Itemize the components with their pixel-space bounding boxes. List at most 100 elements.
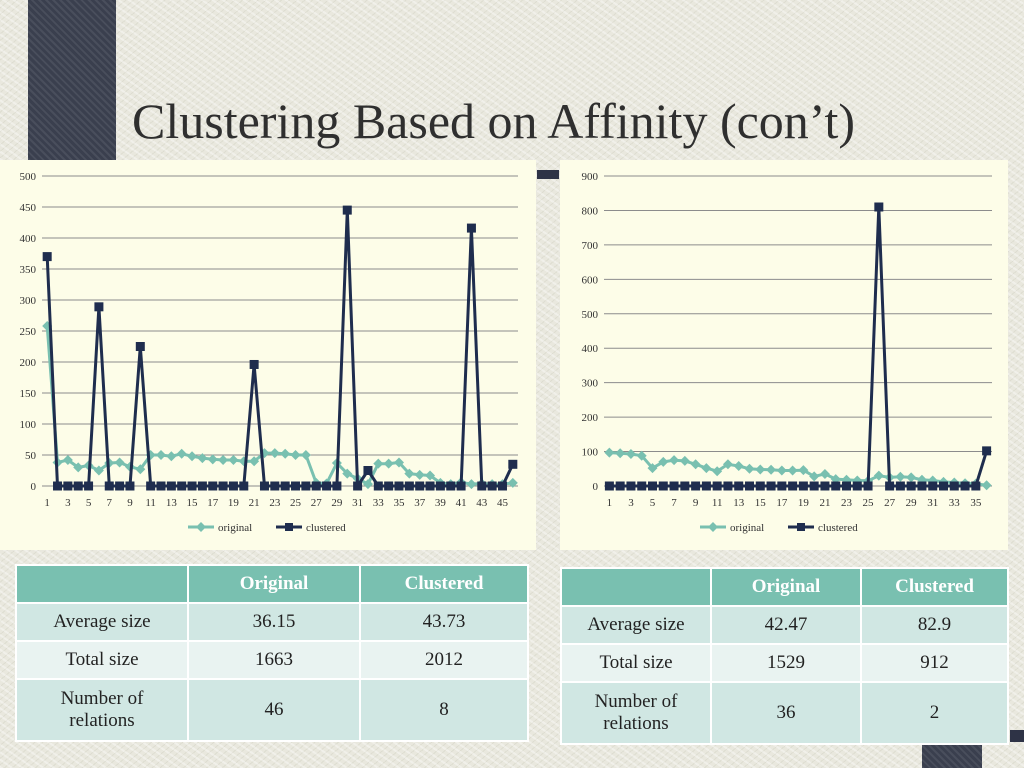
- table-cell: 8: [359, 678, 529, 742]
- x-tick-label: 35: [970, 497, 982, 509]
- x-tick-label: 45: [497, 497, 509, 509]
- data-point-clustered: [680, 481, 690, 491]
- data-point-clustered: [477, 481, 487, 491]
- table-header-cell: [560, 567, 712, 607]
- data-point-original: [466, 479, 477, 490]
- x-tick-label: 29: [906, 497, 918, 509]
- data-point-original: [362, 479, 373, 490]
- x-tick-label: 31: [352, 497, 363, 509]
- x-tick-label: 27: [884, 497, 896, 509]
- data-point-clustered: [42, 252, 52, 262]
- x-tick-label: 5: [650, 497, 656, 509]
- data-point-clustered: [239, 481, 249, 491]
- data-point-clustered: [820, 481, 830, 491]
- table-cell: 2012: [359, 640, 529, 680]
- legend-label-original: original: [730, 522, 764, 534]
- data-point-clustered: [842, 481, 851, 491]
- comparison-table-right: Original Clustered Average size 42.47 82…: [560, 567, 1009, 745]
- x-tick-label: 3: [628, 497, 634, 509]
- table-header-cell: Clustered: [860, 567, 1009, 607]
- data-point-clustered: [280, 481, 290, 491]
- data-point-clustered: [615, 481, 625, 491]
- x-tick-label: 15: [755, 497, 767, 509]
- data-point-original: [873, 470, 884, 481]
- data-point-original: [625, 448, 636, 459]
- y-tick-label: 0: [593, 481, 599, 493]
- x-tick-label: 1: [44, 497, 50, 509]
- legend-marker-clustered: [285, 523, 293, 531]
- x-tick-label: 37: [414, 497, 426, 509]
- legend-label-clustered: clustered: [306, 522, 346, 534]
- data-point-clustered: [658, 481, 668, 491]
- x-tick-label: 23: [269, 497, 281, 509]
- data-point-clustered: [446, 481, 456, 491]
- data-point-clustered: [373, 481, 383, 491]
- x-tick-label: 19: [798, 497, 810, 509]
- data-point-original: [218, 454, 229, 465]
- data-point-clustered: [809, 481, 819, 491]
- series-line-original: [45, 325, 513, 486]
- data-point-clustered: [895, 481, 905, 491]
- data-point-original: [615, 448, 626, 459]
- data-point-original: [766, 464, 777, 475]
- table-cell: Total size: [560, 643, 712, 683]
- x-tick-label: 9: [127, 497, 133, 509]
- data-point-clustered: [94, 302, 104, 312]
- y-tick-label: 450: [20, 202, 37, 214]
- data-point-clustered: [755, 481, 765, 491]
- data-point-original: [776, 465, 787, 476]
- legend-marker-original: [196, 522, 206, 532]
- table-cell: 46: [187, 678, 361, 742]
- y-tick-label: 500: [582, 309, 599, 321]
- y-tick-label: 250: [20, 326, 37, 338]
- slide-title: Clustering Based on Affinity (con’t): [132, 93, 856, 149]
- data-point-clustered: [342, 205, 352, 215]
- data-point-clustered: [415, 481, 425, 491]
- legend-label-clustered: clustered: [818, 522, 858, 534]
- data-point-original: [73, 462, 84, 473]
- data-point-original: [404, 468, 415, 479]
- data-point-clustered: [270, 481, 280, 491]
- x-tick-label: 41: [456, 497, 467, 509]
- table-cell: 1663: [187, 640, 361, 680]
- data-point-original: [733, 461, 744, 472]
- data-point-clustered: [53, 481, 63, 491]
- table-cell: 36.15: [187, 602, 361, 642]
- data-point-original: [722, 459, 733, 470]
- data-point-clustered: [885, 481, 895, 491]
- data-point-clustered: [187, 481, 197, 491]
- series-line-clustered: [45, 208, 515, 488]
- data-point-original: [93, 465, 104, 476]
- x-tick-label: 31: [927, 497, 938, 509]
- data-point-clustered: [291, 481, 301, 491]
- table-cell: Number of relations: [560, 681, 712, 745]
- data-point-clustered: [939, 481, 948, 491]
- data-point-original: [166, 451, 177, 462]
- data-point-original: [636, 450, 647, 461]
- table-cell: 912: [860, 643, 1009, 683]
- table-cell: 42.47: [710, 605, 862, 645]
- table-row: Average size 36.15 43.73: [15, 602, 529, 642]
- table-header-cell: Original: [710, 567, 862, 607]
- y-tick-label: 150: [20, 388, 37, 400]
- x-tick-label: 9: [693, 497, 699, 509]
- chart-panel-left: 0 50 100 150 200 250 300 350 400 450 500 1 3 5 7 9 11 13 1…: [0, 160, 536, 550]
- data-point-clustered: [626, 481, 636, 491]
- x-tick-label: 11: [145, 497, 156, 509]
- data-point-clustered: [777, 481, 787, 491]
- chart-panel-right: 0 100 200 300 400 500 600 700 800 900 1 3 5 7 9 11 13 15 1…: [560, 160, 1008, 550]
- legend-label-original: original: [218, 522, 252, 534]
- y-tick-label: 200: [582, 412, 599, 424]
- data-point-clustered: [971, 481, 981, 491]
- y-tick-label: 400: [20, 233, 37, 245]
- data-point-clustered: [508, 459, 518, 469]
- data-point-clustered: [497, 481, 507, 491]
- series-line-clustered: [609, 205, 989, 488]
- x-tick-label: 21: [819, 497, 830, 509]
- accent-bar: [1010, 730, 1024, 742]
- table-row: Total size 1663 2012: [15, 640, 529, 680]
- data-point-original: [176, 448, 187, 459]
- x-tick-label: 43: [476, 497, 488, 509]
- data-point-clustered: [394, 481, 404, 491]
